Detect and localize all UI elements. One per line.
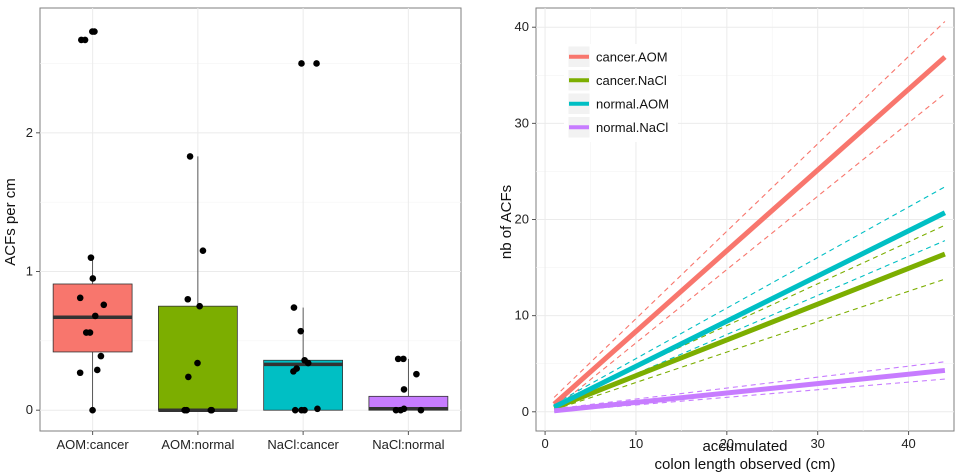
- data-point: [184, 295, 192, 303]
- series-normal-nacl-upper: [554, 361, 945, 410]
- lines-panel: 0 10 20 30 40 0 10 20 30 40 cancer.AOM cancer.NaC…: [498, 7, 955, 473]
- data-point: [400, 386, 408, 393]
- legend-entry-label: cancer.NaCl: [596, 73, 667, 88]
- boxplot-x-ticks: AOM:cancer AOM:normal NaCl:cancer NaCl:norm…: [57, 431, 445, 452]
- y-tick-label: 0: [26, 402, 33, 417]
- boxplot-panel: 0 1 2 AOM:cancer AOM:normal NaCl:cancer NaCl:…: [2, 7, 462, 452]
- series-cancer-nacl-line: [553, 251, 946, 411]
- x-tick-label: AOM:normal: [161, 437, 234, 452]
- data-point: [304, 359, 312, 367]
- data-point: [196, 302, 203, 310]
- data-point: [291, 406, 299, 414]
- data-point: [392, 406, 400, 414]
- x-tick-label: 10: [629, 436, 643, 451]
- data-point: [82, 329, 90, 336]
- y-tick-label: 40: [515, 19, 529, 34]
- data-point: [87, 254, 95, 261]
- x-tick-label: 20: [720, 436, 734, 451]
- data-point: [400, 355, 407, 363]
- y-tick-label: 30: [515, 115, 529, 130]
- data-point: [93, 366, 101, 374]
- data-point: [290, 368, 297, 375]
- lines-grid: [536, 8, 954, 431]
- x-tick-label: 30: [810, 436, 824, 451]
- data-point: [298, 60, 305, 67]
- y-tick-label: 20: [515, 212, 529, 227]
- series-cancer-nacl-lower: [553, 278, 946, 411]
- data-point: [301, 406, 308, 414]
- y-tick-label: 10: [515, 308, 529, 323]
- data-point: [208, 406, 216, 414]
- x-tick-label: 0: [541, 436, 548, 451]
- data-point: [91, 312, 99, 320]
- series-normal-aom-line: [553, 210, 947, 410]
- data-point: [183, 406, 190, 414]
- data-point: [76, 369, 84, 377]
- lines-legend: cancer.AOM cancer.NaCl normal.AOM normal.Na…: [564, 44, 678, 142]
- data-point: [185, 373, 192, 381]
- lines-x-axis-label-line2: colon length observed (cm): [655, 456, 836, 473]
- lines-y-ticks: 0 10 20 30 40: [515, 19, 536, 419]
- data-point: [417, 406, 425, 414]
- data-point: [89, 406, 96, 414]
- x-tick-label: AOM:cancer: [57, 437, 130, 452]
- box-nacl-cancer: [263, 359, 343, 411]
- boxplot-boxes: [52, 156, 449, 412]
- data-point: [314, 405, 321, 413]
- y-tick-label: 2: [26, 125, 33, 140]
- series-cancer-aom-upper: [553, 21, 946, 398]
- data-point: [290, 304, 298, 311]
- series-normal-aom-lower: [553, 240, 946, 410]
- series-normal-aom-upper: [553, 186, 946, 405]
- series-cancer-aom-lower: [553, 93, 946, 410]
- data-point: [394, 355, 402, 363]
- data-point: [313, 60, 320, 67]
- lines-series: [552, 21, 947, 414]
- x-tick-label: NaCl:normal: [372, 437, 444, 452]
- box-aom-normal: [158, 305, 238, 411]
- lines-x-ticks: 0 10 20 30 40: [541, 431, 916, 451]
- boxplot-plot-area: [39, 7, 462, 432]
- data-point: [97, 352, 105, 360]
- data-point: [81, 36, 89, 44]
- legend-entry-label: normal.NaCl: [596, 120, 668, 135]
- data-point: [413, 370, 420, 378]
- lines-x-axis-label: accumulated: [702, 438, 787, 455]
- data-point: [89, 275, 97, 282]
- data-point: [397, 406, 404, 414]
- data-point: [194, 359, 201, 367]
- boxplot-y-axis-label: ACFs per cm: [2, 178, 19, 266]
- x-tick-label: NaCl:cancer: [267, 437, 339, 452]
- series-normal-nacl-line: [553, 367, 946, 414]
- data-point: [76, 294, 84, 302]
- y-tick-label: 0: [522, 404, 529, 419]
- series-cancer-aom-line: [552, 55, 947, 406]
- x-tick-label: 40: [901, 436, 915, 451]
- boxplot-y-ticks: 0 1 2: [26, 125, 40, 417]
- boxplot-points: [76, 28, 425, 414]
- legend-entry-label: normal.AOM: [596, 96, 669, 111]
- data-point: [100, 301, 108, 309]
- y-tick-label: 1: [26, 264, 33, 279]
- lines-y-axis-label: nb of ACFs: [498, 185, 515, 259]
- data-point: [297, 327, 305, 335]
- legend-entry-label: cancer.AOM: [596, 49, 668, 64]
- data-point: [91, 28, 98, 35]
- data-point: [186, 153, 194, 160]
- data-point: [199, 247, 207, 255]
